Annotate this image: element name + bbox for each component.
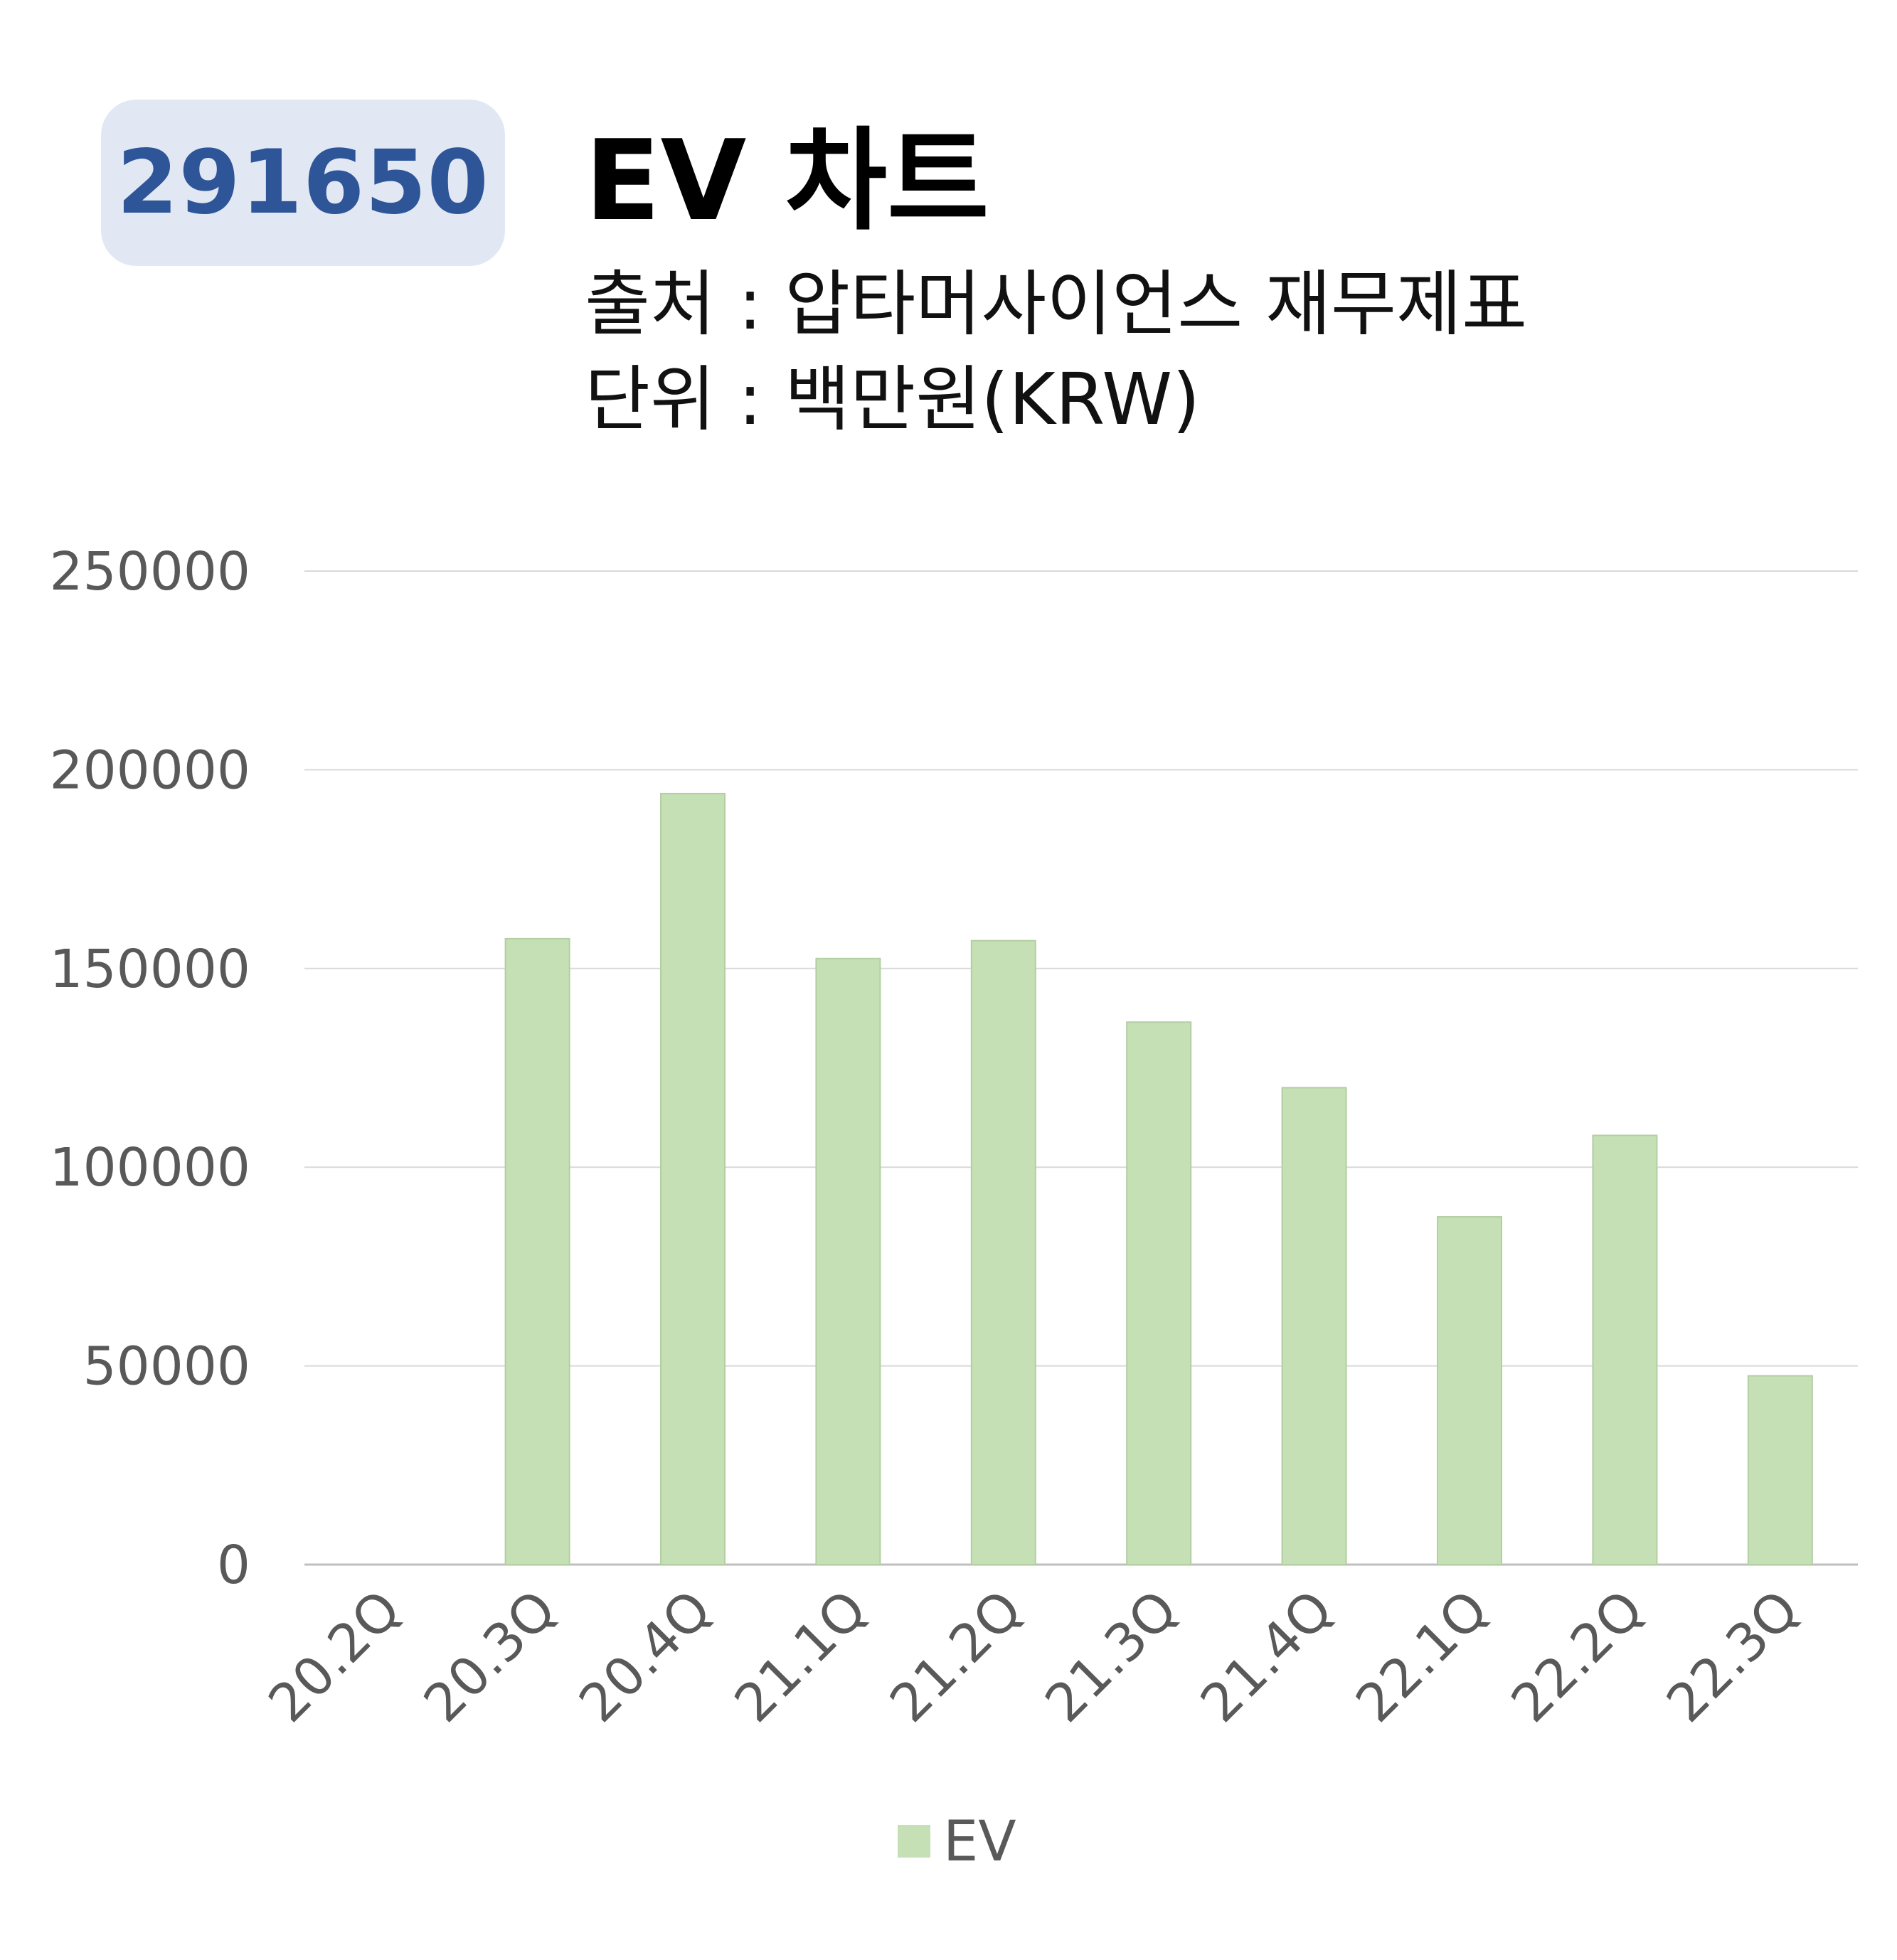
legend-swatch — [898, 1825, 930, 1858]
source-note: 출처 : 압타머사이언스 재무제표 — [585, 262, 1528, 346]
stock-code-badge: 291650 — [101, 100, 505, 266]
bar — [1592, 1134, 1658, 1565]
x-tick-label: 22.3Q — [1655, 1579, 1811, 1735]
chart-title: EV 차트 — [585, 116, 989, 245]
x-tick-label: 21.4Q — [1189, 1579, 1345, 1735]
y-tick-label: 50000 — [83, 1336, 250, 1397]
bar — [1281, 1087, 1347, 1565]
x-tick-label: 21.1Q — [723, 1579, 879, 1735]
bar — [1126, 1021, 1192, 1566]
y-tick-label: 200000 — [50, 740, 251, 801]
y-tick-label: 150000 — [50, 939, 251, 1000]
bar — [504, 937, 570, 1565]
y-tick-label: 100000 — [50, 1137, 251, 1198]
x-tick-label: 20.2Q — [257, 1579, 413, 1735]
y-tick-label: 0 — [217, 1535, 250, 1596]
bar — [1747, 1375, 1813, 1565]
bar — [1437, 1216, 1502, 1566]
bar — [970, 939, 1036, 1565]
legend-label: EV — [943, 1810, 1016, 1874]
x-tick-label: 21.3Q — [1033, 1579, 1189, 1735]
x-tick-label: 21.2Q — [878, 1579, 1034, 1735]
x-tick-label: 20.3Q — [413, 1579, 568, 1735]
bar — [660, 792, 726, 1565]
bar — [815, 957, 881, 1565]
x-tick-label: 22.2Q — [1500, 1579, 1656, 1735]
unit-note: 단위 : 백만원(KRW) — [585, 358, 1201, 441]
y-tick-label: 250000 — [50, 541, 251, 602]
x-tick-label: 20.4Q — [568, 1579, 723, 1735]
x-tick-label: 22.1Q — [1344, 1579, 1500, 1735]
